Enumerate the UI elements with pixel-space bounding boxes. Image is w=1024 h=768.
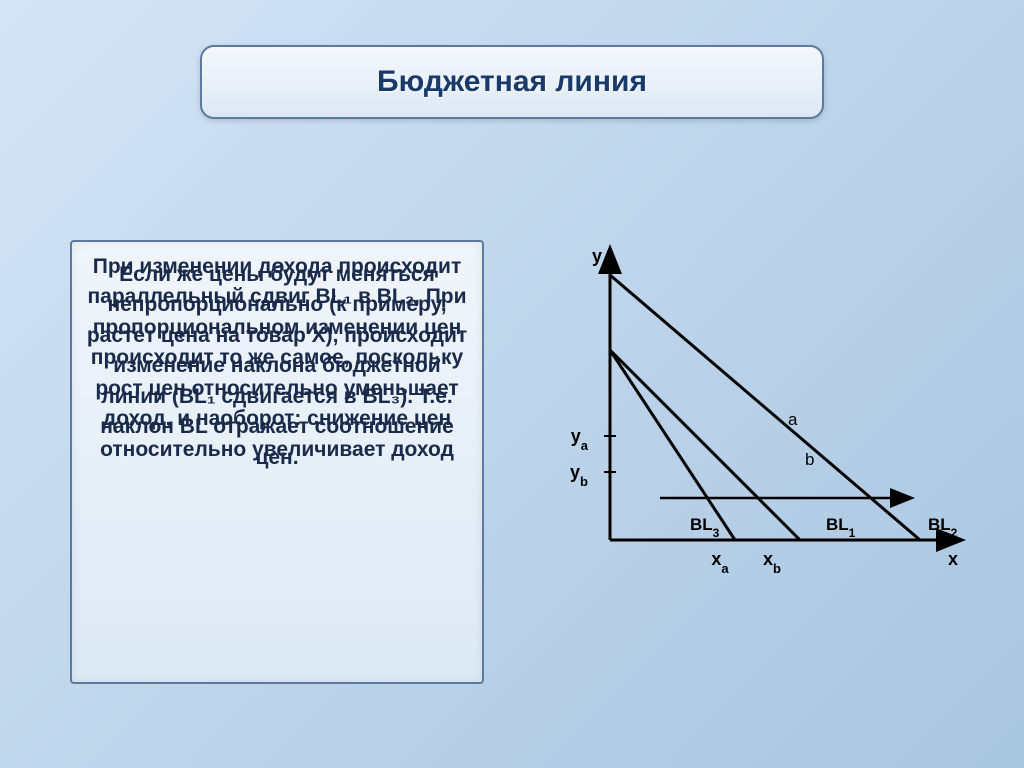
line-bl1: [610, 350, 800, 540]
budget-line-chart: y x ya yb xa xb BL3 BL1 BL2 a b: [540, 240, 980, 580]
bl1-label: BL1: [826, 515, 856, 540]
point-a-label: a: [788, 410, 798, 429]
point-b-label: b: [805, 450, 814, 469]
text-front-layer: При изменении дохода происходит параллел…: [82, 252, 472, 465]
xb-label: xb: [763, 549, 781, 576]
ya-label: ya: [571, 426, 589, 453]
yb-label: yb: [570, 462, 588, 489]
title-text: Бюджетная линия: [377, 65, 647, 99]
line-bl3: [610, 350, 735, 540]
bl2-label: BL2: [928, 515, 958, 540]
xa-label: xa: [711, 549, 729, 576]
bl3-label: BL3: [690, 515, 720, 540]
slide: Бюджетная линия Если же цены будут менят…: [0, 0, 1024, 768]
text-box: Если же цены будут меняться непропорцион…: [70, 240, 484, 684]
y-axis-label: y: [592, 246, 602, 266]
title-box: Бюджетная линия: [200, 45, 824, 119]
x-axis-label: x: [948, 549, 958, 569]
line-bl2: [610, 275, 920, 540]
